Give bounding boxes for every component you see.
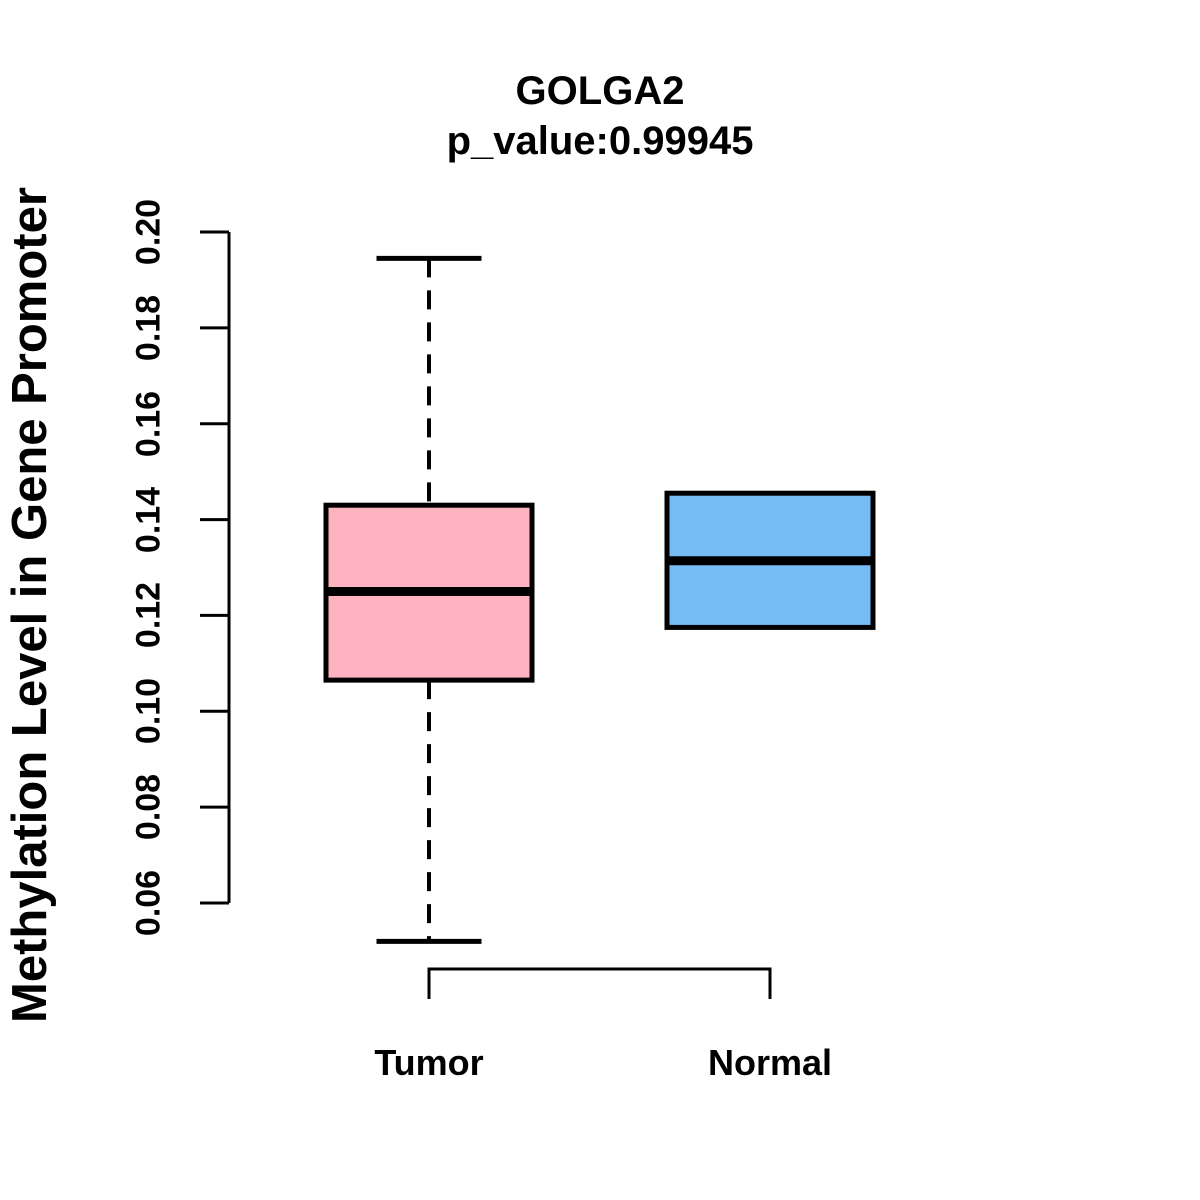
y-tick-label-0.16: 0.16 (129, 390, 168, 457)
y-tick-label-0.12: 0.12 (129, 582, 168, 649)
x-label-tumor: Tumor (374, 1042, 484, 1083)
chart-title-block: GOLGA2 p_value:0.99945 (0, 66, 1200, 166)
y-tick-label-0.08: 0.08 (129, 774, 168, 841)
chart-p-value: p_value:0.99945 (446, 119, 754, 163)
y-tick-label-0.20: 0.20 (129, 198, 168, 266)
y-tick-label-0.18: 0.18 (129, 294, 168, 361)
y-tick-label-0.10: 0.10 (129, 678, 168, 745)
y-tick-label-0.06: 0.06 (129, 869, 168, 937)
chart-title: GOLGA2 (515, 69, 685, 113)
x-axis-bracket (427, 967, 772, 999)
x-label-normal: Normal (707, 1042, 833, 1083)
y-tick-label-0.14: 0.14 (129, 486, 168, 553)
